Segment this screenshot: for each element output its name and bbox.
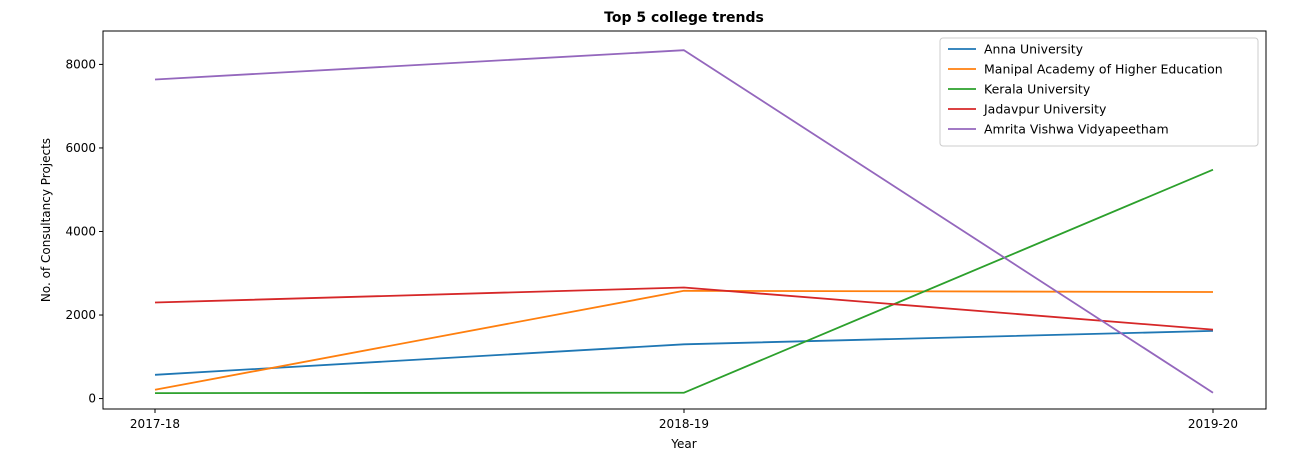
x-tick-label: 2018-19	[659, 417, 709, 431]
y-tick-label: 4000	[65, 224, 96, 238]
chart-title: Top 5 college trends	[604, 10, 764, 26]
x-axis: 2017-18 2018-19 2019-20	[130, 409, 1238, 431]
legend: Anna University Manipal Academy of Higher…	[939, 37, 1259, 147]
x-tick-label: 2019-20	[1188, 417, 1238, 431]
series-line-1	[154, 289, 1214, 391]
y-axis-label: No. of Consultancy Projects	[39, 138, 53, 302]
series-layer	[154, 49, 1214, 395]
series-line-0	[154, 330, 1214, 376]
legend-label: Amrita Vishwa Vidyapeetham	[984, 122, 1169, 137]
y-tick-label: 0	[88, 392, 96, 406]
series-line-4	[154, 49, 1214, 394]
legend-label: Jadavpur University	[983, 102, 1107, 117]
y-tick-label: 2000	[65, 308, 96, 322]
series-line-2	[154, 168, 1214, 395]
series-line-3	[154, 286, 1214, 331]
y-tick-label: 6000	[65, 141, 96, 155]
x-axis-label: Year	[670, 437, 696, 451]
y-axis: 0 2000 4000 6000 8000	[65, 57, 103, 406]
legend-label: Kerala University	[984, 82, 1091, 97]
legend-label: Manipal Academy of Higher Education	[984, 62, 1223, 77]
x-tick-label: 2017-18	[130, 417, 180, 431]
y-tick-label: 8000	[65, 57, 96, 71]
legend-box	[939, 37, 1259, 147]
legend-label: Anna University	[984, 42, 1084, 57]
